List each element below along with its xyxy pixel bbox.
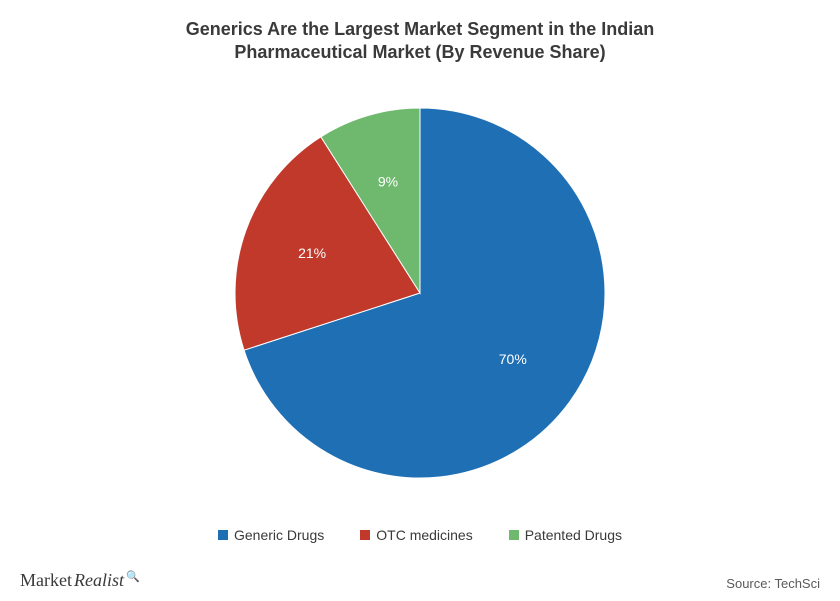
pie-chart: 70% 21% 9%	[30, 73, 810, 513]
slice-label: 21%	[298, 245, 326, 261]
chart-title: Generics Are the Largest Market Segment …	[60, 18, 780, 63]
legend-item: OTC medicines	[360, 527, 472, 543]
footer: Market Realist 🔍 Source: TechSci	[20, 570, 820, 591]
legend-label: OTC medicines	[376, 527, 472, 543]
brand-logo: Market Realist 🔍	[20, 570, 140, 591]
legend-item: Patented Drugs	[509, 527, 622, 543]
legend-label: Generic Drugs	[234, 527, 324, 543]
plot-area: 70% 21% 9%	[30, 73, 810, 513]
brand-market: Market	[20, 570, 72, 591]
legend-swatch	[509, 530, 519, 540]
slice-label: 70%	[499, 351, 527, 367]
legend: Generic Drugs OTC medicines Patented Drugs	[20, 527, 820, 543]
legend-label: Patented Drugs	[525, 527, 622, 543]
legend-item: Generic Drugs	[218, 527, 324, 543]
chart-container: Generics Are the Largest Market Segment …	[0, 0, 840, 543]
slice-label: 9%	[378, 174, 398, 190]
brand-realist: Realist	[74, 570, 124, 591]
legend-swatch	[360, 530, 370, 540]
legend-swatch	[218, 530, 228, 540]
source-text: Source: TechSci	[726, 576, 820, 591]
brand-magnifier-icon: 🔍	[126, 570, 140, 583]
